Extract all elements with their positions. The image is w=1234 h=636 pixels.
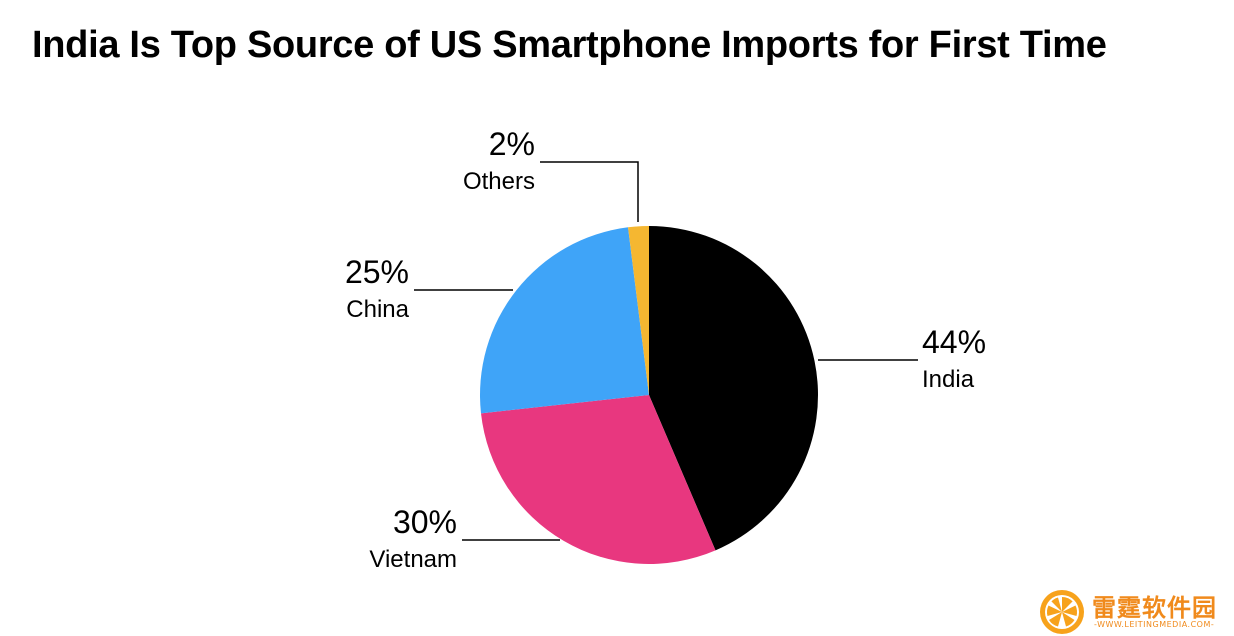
data-label-india-name: India <box>922 366 975 393</box>
data-label-china-name: China <box>346 296 409 323</box>
pie-slice-india <box>649 226 818 551</box>
pie-slice-china <box>480 227 649 414</box>
data-label-china-value: 25% <box>345 254 409 290</box>
pie-slice-vietnam <box>481 395 716 564</box>
orange-slice-logo-icon <box>1040 590 1084 634</box>
leader-line-others <box>540 161 639 222</box>
data-label-others-name: Others <box>463 168 535 195</box>
data-label-india-value: 44% <box>922 324 986 360</box>
watermark: 雷霆软件园 -WWW.LEITINGMEDIA.COM- <box>1034 584 1234 636</box>
data-label-others-value: 2% <box>489 126 535 162</box>
data-label-vietnam-name: Vietnam <box>369 546 457 573</box>
watermark-name: 雷霆软件园 <box>1092 594 1217 622</box>
pie-slice-others <box>628 226 649 395</box>
watermark-url: -WWW.LEITINGMEDIA.COM- <box>1094 620 1215 629</box>
chart-title: India Is Top Source of US Smartphone Imp… <box>32 24 1107 66</box>
data-label-vietnam-value: 30% <box>393 504 457 540</box>
